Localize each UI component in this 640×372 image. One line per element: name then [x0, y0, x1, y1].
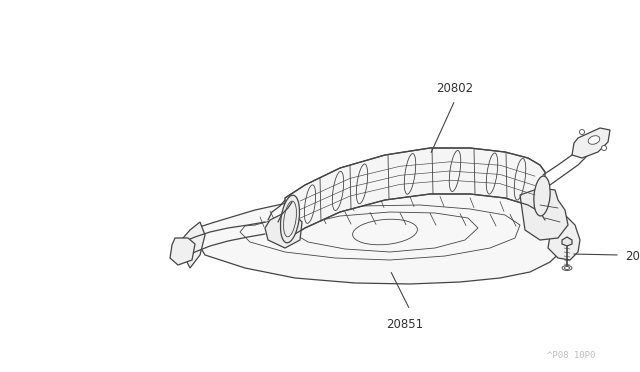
Polygon shape	[562, 237, 572, 246]
Ellipse shape	[280, 195, 300, 243]
Polygon shape	[182, 222, 205, 268]
Ellipse shape	[534, 176, 550, 216]
Polygon shape	[548, 205, 580, 260]
Polygon shape	[170, 238, 195, 265]
Ellipse shape	[588, 136, 600, 144]
Polygon shape	[190, 188, 570, 284]
Ellipse shape	[562, 266, 572, 270]
Polygon shape	[265, 210, 302, 248]
Polygon shape	[285, 148, 545, 240]
Text: 20802A: 20802A	[625, 250, 640, 263]
Polygon shape	[572, 128, 610, 158]
Ellipse shape	[602, 145, 607, 151]
Text: 20802: 20802	[436, 82, 474, 95]
Text: ^P08 10P0: ^P08 10P0	[547, 351, 595, 360]
Polygon shape	[520, 188, 568, 240]
Ellipse shape	[579, 129, 584, 135]
Text: 20851: 20851	[387, 318, 424, 331]
Ellipse shape	[564, 266, 570, 269]
